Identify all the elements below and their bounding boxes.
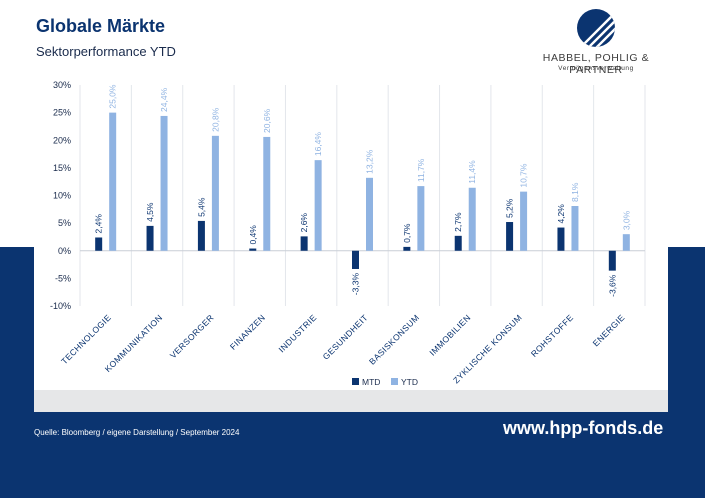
- card-footer-strip: [34, 390, 668, 412]
- bar-ytd: [571, 205, 579, 251]
- x-tick-label: GESUNDHEIT: [321, 312, 370, 361]
- data-label-ytd: 16,4%: [313, 132, 323, 157]
- bar-ytd: [109, 112, 117, 251]
- y-tick-label: 10%: [53, 191, 71, 201]
- page-title: Globale Märkte: [36, 16, 166, 36]
- x-tick-label: IMMOBILIEN: [427, 312, 472, 357]
- legend-label-ytd: YTD: [401, 377, 418, 387]
- data-label-mtd: 2,6%: [299, 213, 309, 233]
- data-label-mtd: 4,5%: [145, 202, 155, 222]
- bar-ytd: [263, 136, 271, 251]
- page-subtitle: Sektorperformance YTD: [36, 44, 176, 59]
- data-label-ytd: 25,0%: [108, 84, 118, 109]
- x-tick-label: ENERGIE: [591, 312, 627, 348]
- bar-mtd: [95, 237, 103, 251]
- bar-mtd: [300, 236, 308, 251]
- bar-mtd: [352, 250, 359, 269]
- bar-ytd: [468, 187, 476, 251]
- data-label-mtd: -3,6%: [607, 274, 617, 297]
- bar-ytd: [417, 186, 425, 251]
- data-label-ytd: 13,2%: [365, 149, 375, 174]
- x-tick-label: TECHNOLOGIE: [59, 312, 113, 366]
- y-tick-label: -5%: [55, 273, 71, 283]
- x-tick-label: INDUSTRIE: [277, 312, 319, 354]
- logo-tagline: Vermögensverwaltung: [558, 65, 634, 72]
- bar-ytd: [622, 234, 630, 251]
- bar-mtd: [454, 235, 462, 251]
- legend-label-mtd: MTD: [362, 377, 380, 387]
- legend-swatch-mtd: [352, 378, 359, 385]
- data-label-ytd: 11,4%: [467, 160, 477, 184]
- bar-ytd: [520, 191, 528, 251]
- data-label-mtd: 5,2%: [505, 198, 515, 218]
- x-tick-label: ROHSTOFFE: [529, 312, 576, 359]
- bar-ytd: [211, 135, 219, 251]
- hpp-circle-logo-icon: [577, 9, 615, 47]
- bar-ytd: [314, 160, 322, 251]
- bar-mtd: [197, 220, 205, 251]
- y-tick-label: 0%: [58, 246, 71, 256]
- data-label-ytd: 24,4%: [159, 87, 169, 112]
- y-tick-label: 25%: [53, 108, 71, 118]
- data-label-ytd: 20,8%: [210, 107, 220, 132]
- data-label-mtd: 2,4%: [94, 214, 104, 234]
- data-label-mtd: -3,3%: [351, 273, 361, 296]
- data-label-mtd: 5,4%: [196, 197, 206, 217]
- bar-mtd: [608, 250, 616, 271]
- y-tick-label: 15%: [53, 163, 71, 173]
- data-label-ytd: 10,7%: [519, 163, 529, 188]
- bar-ytd: [160, 115, 168, 251]
- data-label-mtd: 0,7%: [402, 223, 412, 243]
- data-label-mtd: 2,7%: [453, 212, 463, 232]
- data-label-mtd: 4,2%: [556, 204, 566, 224]
- data-label-mtd: 0,4%: [248, 225, 258, 245]
- x-tick-label: FINANZEN: [228, 312, 267, 351]
- y-tick-label: -10%: [50, 301, 71, 311]
- data-label-ytd: 11,7%: [416, 158, 426, 182]
- logo-company-name: HABBEL, POHLIG & PARTNER: [542, 52, 650, 76]
- y-tick-label: 20%: [53, 135, 71, 145]
- bar-mtd: [146, 225, 154, 251]
- x-tick-label: BASISKONSUM: [367, 312, 421, 366]
- data-label-ytd: 3,0%: [621, 210, 631, 230]
- y-tick-label: 30%: [53, 80, 71, 90]
- x-tick-label: KOMMUNIKATION: [103, 312, 165, 374]
- bar-mtd: [249, 248, 257, 251]
- source-note: Quelle: Bloomberg / eigene Darstellung /…: [34, 428, 240, 437]
- legend-swatch-ytd: [391, 378, 398, 385]
- website-link[interactable]: www.hpp-fonds.de: [503, 418, 664, 438]
- bar-mtd: [557, 227, 565, 251]
- chart-card: [34, 0, 668, 390]
- company-logo: HABBEL, POHLIG & PARTNER Vermögensverwal…: [520, 8, 672, 78]
- bar-ytd: [366, 177, 373, 251]
- bar-mtd: [403, 246, 411, 251]
- bar-mtd: [506, 222, 514, 251]
- x-tick-label: VERSORGER: [168, 312, 216, 360]
- data-label-ytd: 8,1%: [570, 182, 580, 202]
- data-label-ytd: 20,6%: [262, 108, 272, 133]
- y-tick-label: 5%: [58, 218, 71, 228]
